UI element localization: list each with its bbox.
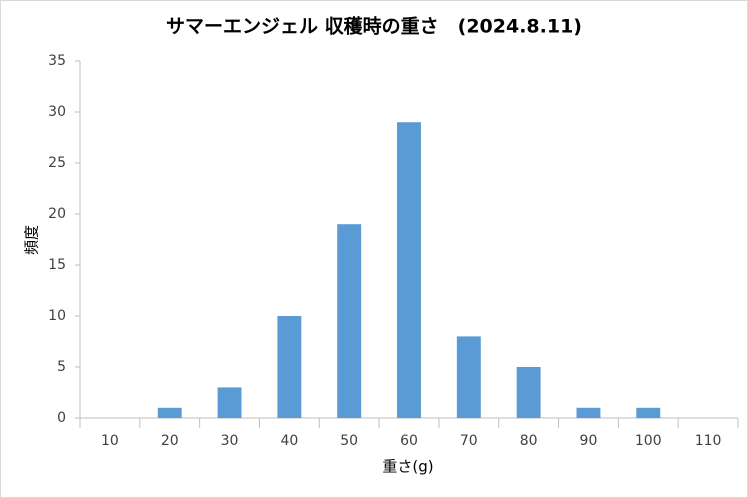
y-tick-label: 0 xyxy=(57,410,66,426)
bar xyxy=(337,224,362,418)
x-tick-label: 20 xyxy=(161,433,179,449)
bar xyxy=(217,387,242,418)
bar xyxy=(516,367,541,418)
bar xyxy=(157,407,182,418)
bar xyxy=(456,336,481,418)
y-axis-title: 頻度 xyxy=(23,225,41,255)
x-tick-label: 80 xyxy=(520,433,538,449)
x-tick-label: 110 xyxy=(695,433,722,449)
chart-title: サマーエンジェル 収穫時の重さ (2024.8.11) xyxy=(166,15,582,38)
x-tick-label: 50 xyxy=(340,433,358,449)
bar xyxy=(397,122,421,418)
x-tick-label: 10 xyxy=(101,433,119,449)
x-tick-label: 90 xyxy=(580,433,598,449)
y-tick-label: 35 xyxy=(48,53,66,69)
y-tick-label: 25 xyxy=(48,155,66,171)
y-tick-label: 10 xyxy=(48,308,66,324)
x-tick-label: 40 xyxy=(280,433,298,449)
x-tick-label: 60 xyxy=(400,433,418,449)
y-tick-label: 5 xyxy=(57,359,66,375)
y-tick-label: 30 xyxy=(48,104,66,120)
x-tick-label: 30 xyxy=(221,433,239,449)
y-tick-label: 20 xyxy=(48,206,66,222)
bar xyxy=(277,316,302,418)
bar xyxy=(576,407,601,418)
y-tick-label: 15 xyxy=(48,257,66,273)
x-tick-label: 70 xyxy=(460,433,478,449)
x-axis-title: 重さ(g) xyxy=(382,458,433,476)
bar xyxy=(636,407,661,418)
x-tick-label: 100 xyxy=(635,433,662,449)
